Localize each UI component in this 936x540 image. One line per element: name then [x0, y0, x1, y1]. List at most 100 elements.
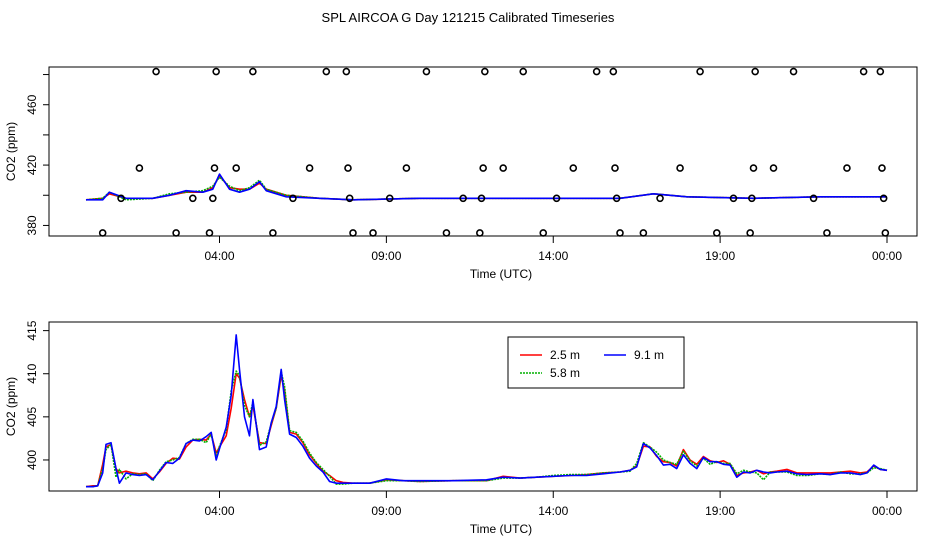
calibration-point — [616, 229, 624, 237]
calibration-point — [612, 194, 621, 203]
calibration-point — [344, 164, 352, 172]
calibration-point — [345, 194, 354, 203]
calibration-point — [879, 194, 888, 203]
calibration-point — [729, 194, 738, 203]
x-tick-label: 09:00 — [371, 249, 401, 263]
y-tick-label: 420 — [25, 155, 39, 175]
x-tick-label: 14:00 — [538, 249, 568, 263]
calibration-point — [656, 194, 664, 203]
calibration-point — [269, 229, 277, 237]
calibration-point — [609, 67, 618, 76]
calibration-point — [769, 164, 778, 172]
calibration-point — [205, 229, 214, 237]
plot-frame — [48, 321, 918, 492]
calibration-point — [749, 164, 758, 172]
x-tick-label: 00:00 — [872, 249, 902, 263]
calibration-point — [459, 194, 467, 203]
calibration-point — [210, 164, 219, 172]
calibration-point — [476, 229, 484, 237]
calibration-point — [748, 194, 756, 203]
bottom-panel: 04:00 09:00 14:00 19:00 00:00 Time (UTC) 400 40… — [4, 320, 918, 536]
calibration-point — [172, 229, 180, 237]
calibration-point — [212, 67, 220, 76]
calibration-point — [477, 194, 486, 203]
calibration-point — [746, 229, 754, 237]
calibration-point — [592, 67, 601, 76]
calibration-point — [117, 194, 125, 203]
calibration-point — [322, 67, 331, 76]
calibration-point — [878, 164, 886, 172]
series-line-s58 — [86, 370, 888, 488]
x-tick-label: 19:00 — [705, 504, 735, 518]
calibration-point — [349, 229, 357, 237]
x-tick-label: 19:00 — [705, 249, 735, 263]
calibration-point — [696, 67, 704, 76]
series-line-s91 — [86, 334, 888, 488]
calibration-point — [209, 194, 217, 203]
calibration-point — [232, 164, 240, 172]
calibration-point — [539, 229, 548, 237]
calibration-point — [152, 67, 160, 76]
y-tick-label: 410 — [25, 363, 39, 383]
series-line-s91 — [86, 173, 887, 201]
calibration-point — [442, 229, 451, 237]
y-axis-label: CO2 (ppm) — [4, 377, 18, 436]
legend: 2.5 m 5.8 m 9.1 m — [507, 336, 685, 389]
page-title: SPL AIRCOA G Day 121215 Calibrated Times… — [322, 10, 615, 25]
y-tick-label: 460 — [25, 94, 39, 114]
calibration-point — [876, 67, 885, 76]
calibration-point — [569, 164, 578, 172]
calibration-point — [98, 229, 107, 237]
x-tick-label: 00:00 — [872, 504, 902, 518]
series-line-s25 — [85, 174, 887, 201]
x-axis-label: Time (UTC) — [470, 522, 532, 536]
y-tick-label: 415 — [25, 320, 39, 340]
y-tick-label: 405 — [25, 407, 39, 427]
legend-label-s25: 2.5 m — [550, 348, 580, 362]
x-tick-label: 14:00 — [538, 504, 568, 518]
calibration-point — [342, 67, 351, 76]
calibration-point — [843, 164, 851, 172]
calibration-point — [751, 67, 759, 76]
series-line-s58 — [85, 176, 887, 201]
legend-box — [507, 336, 685, 389]
calibration-point — [249, 67, 257, 76]
calibration-point — [676, 164, 684, 172]
x-tick-label: 09:00 — [371, 504, 401, 518]
plot-area — [85, 334, 888, 488]
calibration-point — [809, 194, 818, 203]
calibration-point — [712, 229, 721, 237]
x-axis-label: Time (UTC) — [470, 267, 532, 281]
calibration-point — [481, 67, 489, 76]
plot-area — [85, 173, 887, 201]
calibration-point — [552, 194, 561, 203]
calibration-point — [611, 164, 619, 172]
y-tick-label: 380 — [25, 215, 39, 235]
calibration-point — [402, 164, 411, 172]
legend-label-s91: 9.1 m — [634, 348, 664, 362]
y-axis-label: CO2 (ppm) — [4, 122, 18, 181]
calibration-point — [479, 164, 487, 172]
y-tick-label: 400 — [25, 450, 39, 470]
calibration-point — [881, 229, 890, 237]
calibration-point — [422, 67, 431, 76]
plot-frame — [48, 66, 918, 237]
calibration-point — [499, 164, 507, 172]
calibration-point — [135, 164, 144, 172]
x-tick-label: 04:00 — [204, 249, 234, 263]
calibration-point — [519, 67, 528, 76]
calibration-point — [639, 229, 648, 237]
series-line-s25 — [85, 372, 888, 488]
calibration-point — [369, 229, 377, 237]
calibration-point — [305, 164, 314, 172]
calibration-point — [823, 229, 831, 237]
calibration-point — [859, 67, 868, 76]
top-panel: 04:00 09:00 14:00 19:00 00:00 Time (UTC) 380 42… — [4, 66, 918, 281]
calibration-point — [789, 67, 798, 76]
calibration-point — [189, 194, 197, 203]
legend-label-s58: 5.8 m — [550, 366, 580, 380]
calibration-point — [289, 194, 297, 203]
calibration-point — [385, 194, 394, 203]
x-tick-label: 04:00 — [204, 504, 234, 518]
